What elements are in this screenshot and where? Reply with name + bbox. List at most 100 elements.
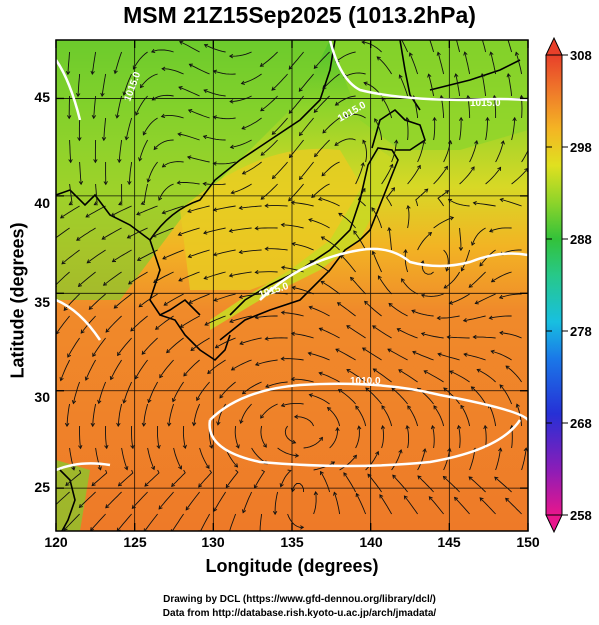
streamline (88, 293, 106, 310)
streamline (371, 207, 383, 229)
streamline-arrowhead (439, 94, 444, 100)
streamline (409, 52, 419, 75)
streamline (401, 40, 409, 53)
streamline-arrowhead (97, 466, 102, 471)
streamline-arrowhead (101, 235, 106, 240)
streamline (437, 190, 449, 207)
streamline-arrowhead (264, 246, 269, 251)
streamline-arrowhead (309, 260, 314, 265)
streamline-arrowhead (139, 84, 144, 89)
streamline (505, 365, 522, 383)
streamline-arrowhead (122, 91, 127, 96)
streamline-arrowhead (432, 116, 437, 121)
streamline-arrowhead (109, 375, 114, 381)
streamline (482, 40, 487, 53)
streamline (417, 448, 426, 471)
streamline (459, 117, 462, 141)
streamline-arrowhead (343, 472, 348, 477)
streamline-arrowhead (322, 85, 327, 90)
streamline-arrowhead (118, 201, 123, 206)
streamline (288, 95, 304, 114)
streamline (443, 271, 460, 289)
streamline-arrowhead (398, 449, 403, 454)
streamline (230, 139, 252, 148)
streamline-arrowhead (504, 31, 507, 34)
streamline (182, 425, 186, 449)
streamline-arrowhead (498, 294, 504, 300)
streamline (362, 140, 367, 163)
isobars (56, 40, 528, 472)
streamline (391, 449, 402, 471)
streamline (85, 359, 96, 381)
streamline-arrowhead (489, 51, 494, 56)
streamline-arrowhead (254, 270, 259, 275)
streamline-arrowhead (361, 40, 366, 45)
streamline-arrowhead (67, 353, 72, 358)
streamline (198, 469, 213, 488)
streamline-arrowhead (322, 129, 327, 134)
streamline (144, 513, 158, 531)
streamline-arrowhead (472, 200, 477, 206)
streamline (255, 271, 278, 273)
credit-data: Data from http://database.rish.kyoto-u.a… (162, 608, 437, 619)
streamline-arrowhead (138, 303, 143, 308)
streamline-arrowhead (59, 214, 65, 219)
streamline-arrowhead (151, 465, 156, 471)
streamline (158, 491, 174, 510)
streamline-arrowhead (529, 142, 532, 146)
streamline-arrowhead (321, 172, 326, 177)
streamline-arrowhead (300, 525, 305, 530)
streamline (271, 73, 288, 91)
streamline (392, 474, 408, 493)
streamline-arrowhead (436, 51, 441, 56)
streamline (417, 475, 434, 493)
streamline (234, 425, 240, 449)
colorbar-tick-label: 308 (570, 48, 592, 63)
streamline-arrowhead (480, 73, 485, 78)
x-tick-label: 140 (359, 534, 383, 550)
streamline-arrowhead (63, 306, 68, 311)
streamline (448, 198, 470, 207)
streamline (259, 513, 263, 531)
streamline-arrowhead (213, 507, 218, 512)
streamline (148, 381, 158, 403)
streamline-arrowhead (240, 80, 246, 85)
streamline (128, 271, 148, 285)
streamline (411, 310, 434, 317)
x-tick-label: 130 (201, 534, 225, 550)
streamline-arrowhead (103, 181, 108, 186)
streamline-arrowhead (479, 30, 483, 33)
streamline (255, 315, 278, 319)
streamline (355, 162, 364, 185)
streamline-arrowhead (454, 73, 459, 78)
streamline-arrowhead (191, 422, 197, 427)
streamline-arrowhead (265, 384, 270, 389)
streamline (299, 117, 314, 136)
streamline (515, 52, 523, 75)
streamline (118, 184, 123, 206)
streamline (196, 381, 210, 401)
streamline (291, 332, 314, 339)
streamline (229, 513, 237, 531)
streamline-arrowhead (335, 426, 340, 432)
colorbar-max-arrow (545, 36, 563, 56)
page-title: MSM 21Z15Sep2025 (1013.2hPa) (123, 2, 476, 28)
streamline-arrowhead (428, 496, 433, 501)
streamline (417, 232, 432, 251)
streamline (135, 95, 148, 116)
colorbar-min-arrow (545, 514, 563, 534)
streamline-arrowhead (391, 187, 396, 192)
streamline (66, 403, 71, 427)
streamline-arrowhead (479, 262, 484, 267)
streamline (260, 425, 267, 448)
streamline (147, 161, 158, 183)
streamline-arrowhead (387, 348, 392, 353)
streamline (92, 403, 97, 427)
streamline (485, 167, 501, 185)
streamline-arrowhead (290, 488, 296, 493)
streamline-arrowhead (456, 424, 462, 430)
streamline-arrowhead (353, 230, 358, 235)
streamline-arrowhead (101, 136, 107, 142)
streamline (337, 302, 356, 317)
streamline-arrowhead (463, 51, 468, 56)
